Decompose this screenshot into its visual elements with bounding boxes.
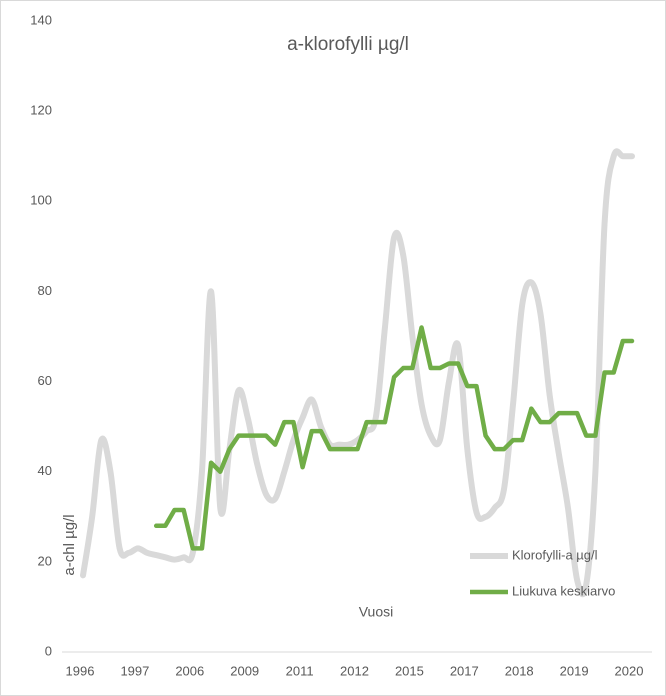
y-axis-title: a-chl µg/l bbox=[61, 514, 78, 575]
x-tick-label: 2009 bbox=[230, 663, 259, 678]
y-tick-label: 100 bbox=[30, 193, 52, 208]
x-tick-label: 2018 bbox=[505, 663, 534, 678]
x-tick-label: 2011 bbox=[286, 663, 314, 678]
x-tick-label: 1997 bbox=[120, 663, 149, 678]
y-tick-label: 80 bbox=[38, 283, 52, 298]
y-tick-label: 0 bbox=[45, 643, 52, 658]
x-tick-label: 2017 bbox=[450, 663, 479, 678]
x-tick-label: 1996 bbox=[66, 663, 95, 678]
y-tick-label: 140 bbox=[30, 12, 52, 27]
x-axis-title: Vuosi bbox=[359, 604, 394, 620]
y-tick-label: 20 bbox=[38, 553, 52, 568]
x-tick-label: 2006 bbox=[175, 663, 204, 678]
y-tick-label: 60 bbox=[38, 373, 52, 388]
x-tick-label: 2012 bbox=[340, 663, 369, 678]
x-tick-label: 2015 bbox=[395, 663, 424, 678]
y-tick-label: 40 bbox=[38, 463, 52, 478]
legend-label: Liukuva keskiarvo bbox=[512, 583, 615, 598]
x-tick-label: 2020 bbox=[615, 663, 644, 678]
series-line bbox=[153, 325, 635, 551]
y-tick-label: 120 bbox=[30, 103, 52, 118]
chart-title: a-klorofylli µg/l bbox=[287, 34, 409, 55]
x-tick-label: 2019 bbox=[560, 663, 589, 678]
legend-label: Klorofylli-a µg/l bbox=[512, 547, 598, 562]
